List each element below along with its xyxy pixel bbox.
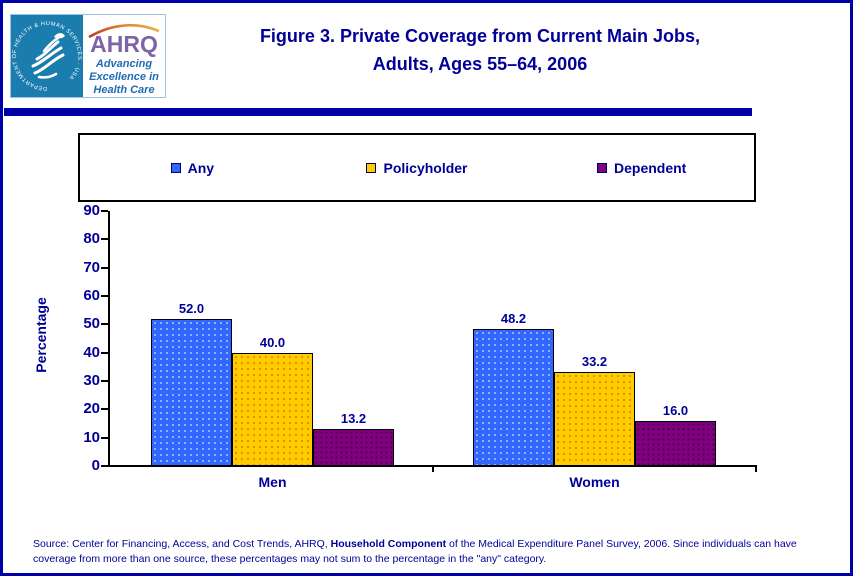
y-tick-mark: [101, 436, 108, 439]
bar-policyholder-men: [232, 353, 313, 466]
source-note-prefix: Source: Center for Financing, Access, an…: [33, 538, 331, 550]
y-tick-mark: [101, 351, 108, 354]
legend-marker-policyholder: [366, 162, 377, 173]
y-axis-line: [108, 211, 110, 467]
y-tick-mark: [101, 380, 108, 382]
legend-item-policyholder: Policyholder: [305, 160, 530, 176]
header-divider-bar: [4, 108, 752, 116]
y-tick-label-10: 10: [83, 428, 100, 446]
x-axis-line: [108, 465, 757, 467]
legend-label-any: Any: [187, 159, 215, 176]
ahrq-acronym: AHRQ: [90, 31, 158, 57]
legend-marker-dependent: [597, 162, 607, 173]
y-tick-label-80: 80: [83, 230, 100, 248]
y-tick-mark: [101, 465, 108, 467]
source-note: Source: Center for Financing, Access, an…: [33, 537, 833, 567]
bar-dependent-women: [635, 421, 716, 466]
y-tick-mark: [101, 323, 108, 326]
y-tick-mark: [101, 295, 108, 297]
legend-item-any: Any: [80, 160, 305, 176]
hhs-eagle-icon: [31, 33, 65, 79]
bar-unit-any-women: 48.2: [473, 311, 554, 466]
y-tick-label-90: 90: [83, 202, 100, 219]
bar-dependent-men: [313, 429, 394, 466]
bar-value-label: 16.0: [662, 403, 689, 418]
bar-group-men: 52.0 40.0 13.2: [151, 301, 394, 466]
bar-group-women: 48.2 33.2 16.0: [473, 311, 716, 466]
hhs-ahrq-logo-graphic: DEPARTMENT OF HEALTH & HUMAN SERVICES · …: [11, 15, 165, 97]
source-note-bold: Household Component: [330, 538, 447, 550]
bar-value-label: 52.0: [178, 301, 205, 316]
legend-label-dependent: Dependent: [614, 159, 687, 176]
legend-marker-any: [170, 162, 181, 173]
bar-unit-any-men: 52.0: [151, 301, 232, 466]
bar-value-label: 48.2: [500, 311, 527, 326]
y-tick-mark: [101, 408, 108, 411]
source-note-suffix: of the Medical Expenditure Panel Survey,…: [446, 538, 797, 550]
category-label-women: Women: [569, 474, 620, 490]
y-tick-mark: [101, 238, 108, 241]
ahrq-tagline-line2: Excellence in: [89, 71, 159, 83]
bar-policyholder-women: [554, 372, 635, 466]
bar-unit-dependent-women: 16.0: [635, 403, 716, 466]
ahrq-arc-icon: [88, 23, 160, 39]
y-tick-label-60: 60: [83, 287, 100, 304]
y-tick-label-30: 30: [83, 372, 100, 389]
bar-unit-dependent-men: 13.2: [313, 411, 394, 466]
y-tick-label-20: 20: [83, 400, 100, 418]
bar-value-label: 40.0: [259, 335, 286, 350]
hhs-ahrq-logo: DEPARTMENT OF HEALTH & HUMAN SERVICES · …: [10, 14, 166, 98]
y-tick-label-40: 40: [83, 343, 100, 361]
legend-label-policyholder: Policyholder: [383, 159, 468, 176]
ahrq-tagline-line1: Advancing: [95, 58, 153, 70]
y-tick-mark: [101, 266, 108, 269]
bar-unit-policyholder-women: 33.2: [554, 354, 635, 466]
y-axis-title: Percentage: [33, 297, 49, 373]
source-note-line2: coverage from more than one source, thes…: [33, 553, 547, 565]
x-axis-boundary-tick: [432, 467, 434, 472]
chart-legend: Any Policyholder Dependent: [78, 133, 756, 202]
bar-any-women: [473, 329, 554, 466]
bar-unit-policyholder-men: 40.0: [232, 335, 313, 466]
figure-title: Figure 3. Private Coverage from Current …: [170, 22, 790, 78]
figure-title-line1: Figure 3. Private Coverage from Current …: [259, 26, 701, 46]
legend-item-dependent: Dependent: [529, 160, 754, 176]
ahrq-tagline-line3: Health Care: [93, 84, 154, 96]
y-tick-label-50: 50: [83, 315, 100, 333]
x-axis-end-tick: [755, 467, 757, 472]
bar-value-label: 13.2: [340, 411, 367, 426]
y-tick-label-70: 70: [83, 258, 100, 276]
y-tick-mark: [101, 210, 108, 212]
bar-value-label: 33.2: [581, 354, 608, 369]
y-tick-label-0: 0: [91, 457, 100, 474]
category-label-men: Men: [258, 474, 287, 490]
bar-any-men: [151, 319, 232, 466]
figure-title-line2: Adults, Ages 55–64, 2006: [372, 54, 588, 74]
